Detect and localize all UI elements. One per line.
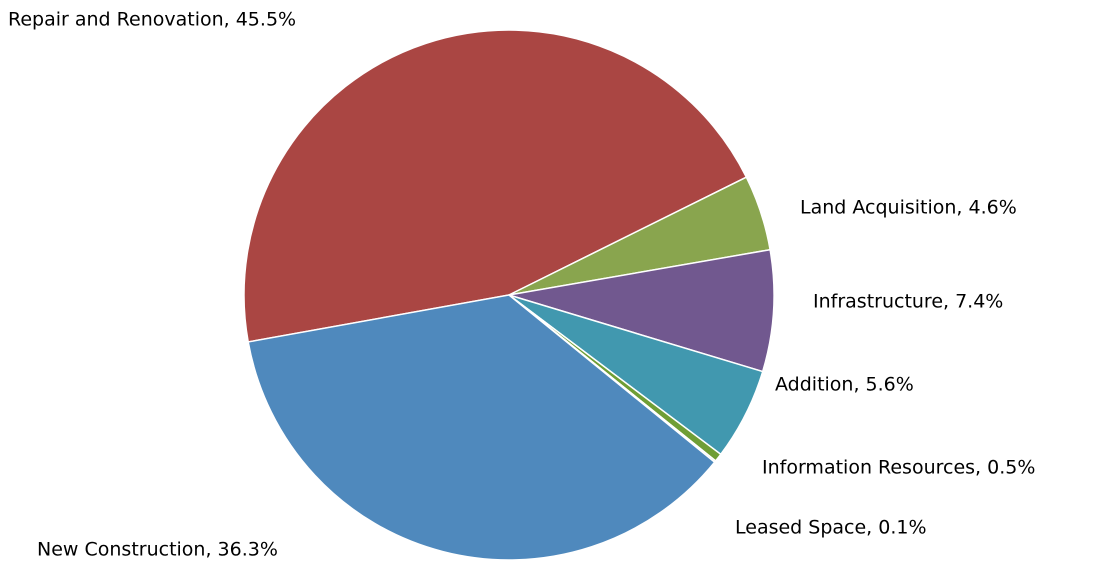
pie-slice <box>508 248 775 373</box>
data-label: New Construction, 36.3% <box>37 539 278 561</box>
pie-slice <box>243 29 748 343</box>
data-label: Leased Space, 0.1% <box>735 517 927 539</box>
pie-slice <box>247 294 716 561</box>
data-label: Information Resources, 0.5% <box>762 457 1035 479</box>
data-label: Addition, 5.6% <box>775 374 914 396</box>
data-label: Infrastructure, 7.4% <box>813 291 1003 313</box>
data-label: Land Acquisition, 4.6% <box>800 197 1017 219</box>
data-label: Repair and Renovation, 45.5% <box>8 9 296 31</box>
